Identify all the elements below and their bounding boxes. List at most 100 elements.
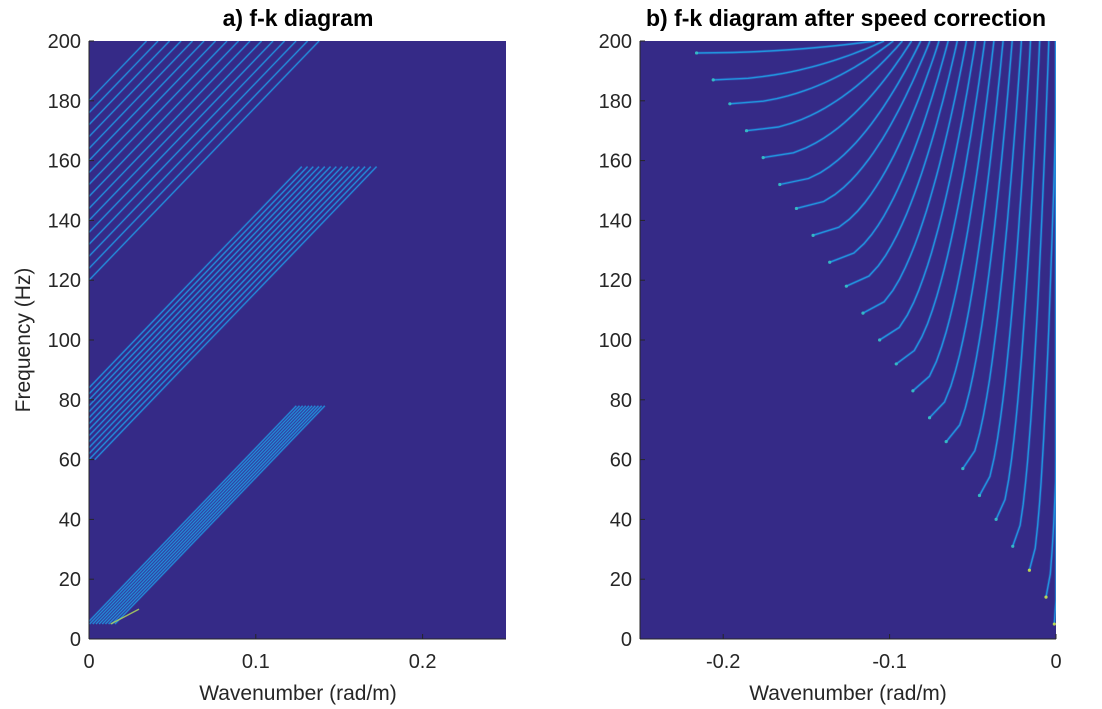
ridge-line [89,166,337,425]
ridge-line [89,166,320,407]
panel-a-y-tick-label: 0 [70,629,81,651]
panel-a-x-tick-label: 0.1 [242,651,270,673]
ridge-onset [1011,544,1015,548]
ridge-onset [1044,595,1048,599]
ridge-line [95,405,307,625]
panel-a-y-tick-label: 120 [48,270,81,292]
ridge-onset [1052,622,1056,626]
ridge-line [89,166,314,401]
panel-a-axes-frame [88,40,506,640]
ridge-onset [811,233,815,237]
ridge-line [92,405,304,625]
ridge-line [89,41,297,257]
ridge-curve [1028,41,1056,571]
panel-a-x-tick-label: 0.2 [409,651,437,673]
ridge-curve [995,41,1041,520]
ridge-line [89,41,262,221]
panel-a-y-tick-label: 160 [48,151,81,173]
ridge-line [89,166,354,443]
ridge-curve [1045,41,1056,598]
ridge-curve [978,41,1032,496]
ridge-line [89,166,343,431]
panel-b-y-tick-label: 20 [610,569,632,591]
panel-b-y-tick-label: 0 [621,629,632,651]
ridge-line [89,41,239,197]
ridge-onset [961,466,965,471]
panel-b-x-tick-label: -0.2 [706,651,740,673]
ridge-line [89,405,300,625]
ridge-curve [729,41,894,105]
ridge-curve [879,41,977,341]
panel-b-y-axis: 0 20 40 60 80 100 120 140 160 180 200 [599,31,632,651]
ridge-onset [728,102,732,106]
ridge-curve [829,41,949,263]
ridge-line [89,166,303,389]
panel-b-x-axis: -0.2 -0.1 0 [706,651,1062,673]
ridge-line [89,41,320,281]
ridge-curve [1012,41,1050,547]
ridge-curve [713,41,885,81]
panel-a-y-axis-label: Frequency (Hz) [12,268,35,413]
ridge-line [108,405,319,625]
ridge-curve [779,41,922,186]
panel-b-y-tick-label: 160 [599,151,632,173]
panel-b-x-tick-label: -0.1 [872,651,906,673]
ridge-curve [812,41,940,236]
ridge-curve [846,41,958,287]
ridge-line [94,166,377,460]
ridge-line [89,166,331,419]
panel-a: a) f-k diagram 0 20 40 60 80 100 120 140 160 180 2… [12,5,506,705]
ridge-curve [696,41,876,54]
panel-a-y-tick-label: 80 [59,390,81,412]
ridge-line [104,405,316,625]
panel-a-ridges [89,41,378,625]
panel-a-x-tick-label: 0 [83,651,94,673]
ridge-curve [746,41,903,132]
ridge-line [89,41,159,114]
ridge-curve [762,41,913,159]
panel-b-y-tick-label: 60 [610,450,632,472]
ridge-onset [828,260,832,264]
ridge-line [89,166,349,437]
ridge-line [89,41,285,245]
ridge-line [89,166,326,413]
panel-b-plot-area [640,41,1056,639]
ridge-onset [861,311,865,315]
ridge-line [89,166,360,449]
ridge-onset [927,416,932,420]
panel-a-y-tick-label: 140 [48,210,81,232]
ridge-line [111,405,323,625]
ridge-onset [744,129,749,133]
ridge-line [101,405,313,625]
ridge-curve [862,41,968,314]
panel-b-y-tick-label: 100 [599,330,632,352]
panel-b-x-tick-label: 0 [1050,651,1061,673]
ridge-curve [928,41,1004,419]
ridge-onset [894,362,898,366]
ridge-hotspot [110,608,140,625]
ridge-curve [962,41,1023,469]
ridge-line [89,166,308,395]
panel-a-x-axis: 0 0.1 0.2 [83,651,436,673]
ridge-curve [945,41,1013,443]
ridge-onset [878,338,882,342]
panel-a-plot-area [89,41,506,639]
ridge-onset [794,206,799,211]
panel-b-x-axis-label: Wavenumber (rad/m) [749,682,947,705]
ridge-line [89,166,366,455]
panel-a-x-axis-label: Wavenumber (rad/m) [199,682,397,705]
ridge-onset [844,284,848,288]
ridge-curve [796,41,931,210]
panel-b-ridges [694,41,1056,626]
ridge-line [89,41,205,161]
ridge-onset [761,156,765,160]
panel-b-y-tick-label: 140 [599,210,632,232]
ridge-line [89,41,182,138]
panel-b-title: b) f-k diagram after speed correction [646,5,1046,31]
ridge-onset [711,78,715,82]
panel-a-y-tick-label: 200 [48,31,81,53]
panel-b-axes-frame [639,40,1057,640]
panel-b-y-tick-label: 120 [599,270,632,292]
ridge-line [89,41,216,173]
